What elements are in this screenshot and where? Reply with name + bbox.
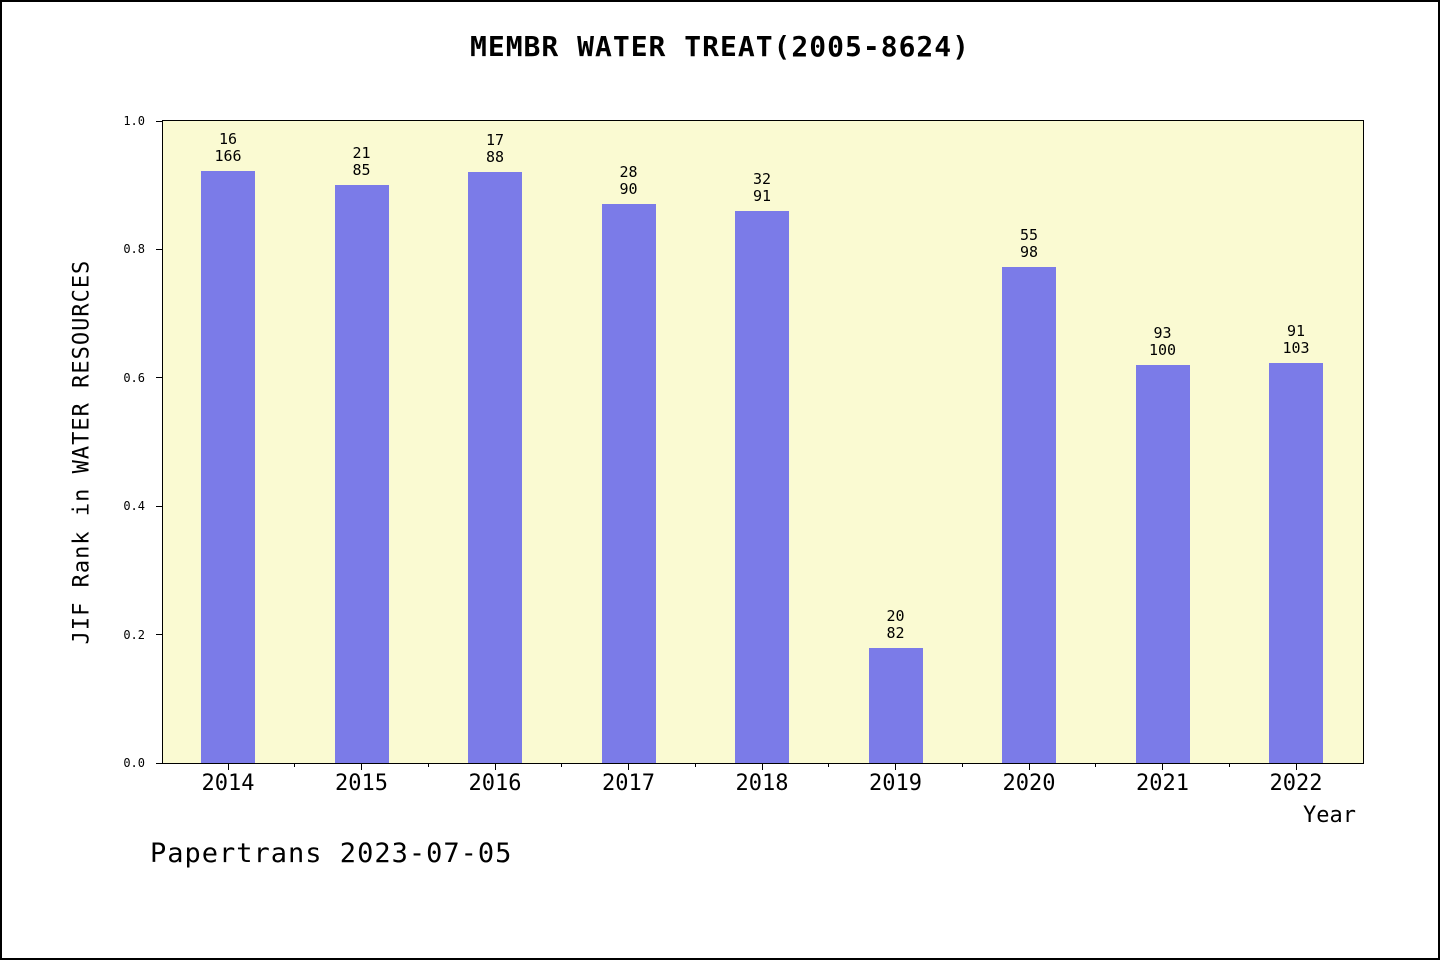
y-tick-label: 0.6 (123, 370, 145, 385)
bar-value-label-2022: 91 103 (1282, 322, 1310, 357)
y-tick (156, 377, 163, 379)
x-tick-label-2021: 2021 (1136, 771, 1189, 796)
bar-value-label-2015: 21 85 (352, 144, 371, 179)
x-minor-tick (961, 763, 963, 767)
x-tick (494, 763, 496, 770)
bar-value-label-2018: 32 91 (752, 170, 772, 205)
bar-2016 (468, 172, 522, 763)
y-tick (156, 634, 163, 636)
bar-value-label-2019: 20 82 (886, 607, 905, 642)
x-tick (628, 763, 629, 770)
bar-2018 (735, 211, 789, 763)
x-tick (761, 763, 763, 770)
y-tick-label: 0.4 (123, 499, 145, 514)
y-tick (156, 120, 163, 122)
bar-value-label-2014: 16 166 (214, 130, 242, 165)
x-tick-label-2015: 2015 (335, 771, 388, 796)
y-tick-label: 0.0 (123, 756, 145, 770)
y-tick-label: 0.8 (123, 242, 145, 257)
x-tick (361, 763, 362, 770)
x-tick-label-2018: 2018 (735, 771, 789, 796)
x-tick-label-2017: 2017 (602, 771, 655, 796)
bar-value-label-2021: 93 100 (1148, 324, 1177, 359)
x-minor-tick (828, 763, 830, 767)
x-tick-label-2019: 2019 (869, 771, 922, 796)
y-tick-label: 1.0 (123, 114, 145, 128)
bar-value-label-2016: 17 88 (485, 131, 505, 166)
y-axis-label: JIF Rank in WATER RESOURCES (69, 259, 95, 645)
x-tick (1028, 763, 1030, 770)
x-minor-tick (1228, 763, 1230, 767)
plot-area: 0.0 0.2 0.4 0.6 0.8 1.0 16 166 2014 21 85 2015 17 … (123, 114, 1364, 796)
x-tick (227, 763, 229, 770)
x-minor-tick (1095, 763, 1097, 767)
bar-value-label-2017: 28 90 (619, 163, 638, 198)
bar-2020 (1002, 267, 1056, 763)
x-tick-label-2020: 2020 (1002, 771, 1056, 796)
chart-title: MEMBR WATER TREAT(2005-8624) (469, 30, 970, 63)
bar-2021 (1135, 365, 1190, 763)
y-tick-label: 0.2 (123, 627, 145, 642)
y-tick (156, 762, 163, 764)
x-axis-label: Year (1303, 803, 1356, 828)
bar-2017 (601, 204, 656, 763)
x-tick (1162, 763, 1163, 770)
x-minor-tick (294, 763, 296, 767)
x-tick-label-2014: 2014 (201, 771, 255, 796)
bar-value-label-2020: 55 98 (1019, 226, 1039, 261)
footer-text: Papertrans 2023-07-05 (150, 838, 513, 869)
x-minor-tick (427, 763, 429, 767)
x-tick-label-2016: 2016 (468, 771, 522, 796)
x-minor-tick (694, 763, 696, 767)
bar-2015 (334, 185, 389, 763)
x-tick (895, 763, 896, 770)
x-tick (1295, 763, 1297, 770)
bar-2022 (1269, 363, 1323, 763)
x-tick-label-2022: 2022 (1269, 771, 1323, 796)
y-tick (156, 505, 163, 507)
bar-2019 (868, 648, 923, 763)
x-minor-tick (561, 763, 563, 767)
y-tick (156, 248, 163, 250)
bar-2014 (201, 171, 255, 763)
